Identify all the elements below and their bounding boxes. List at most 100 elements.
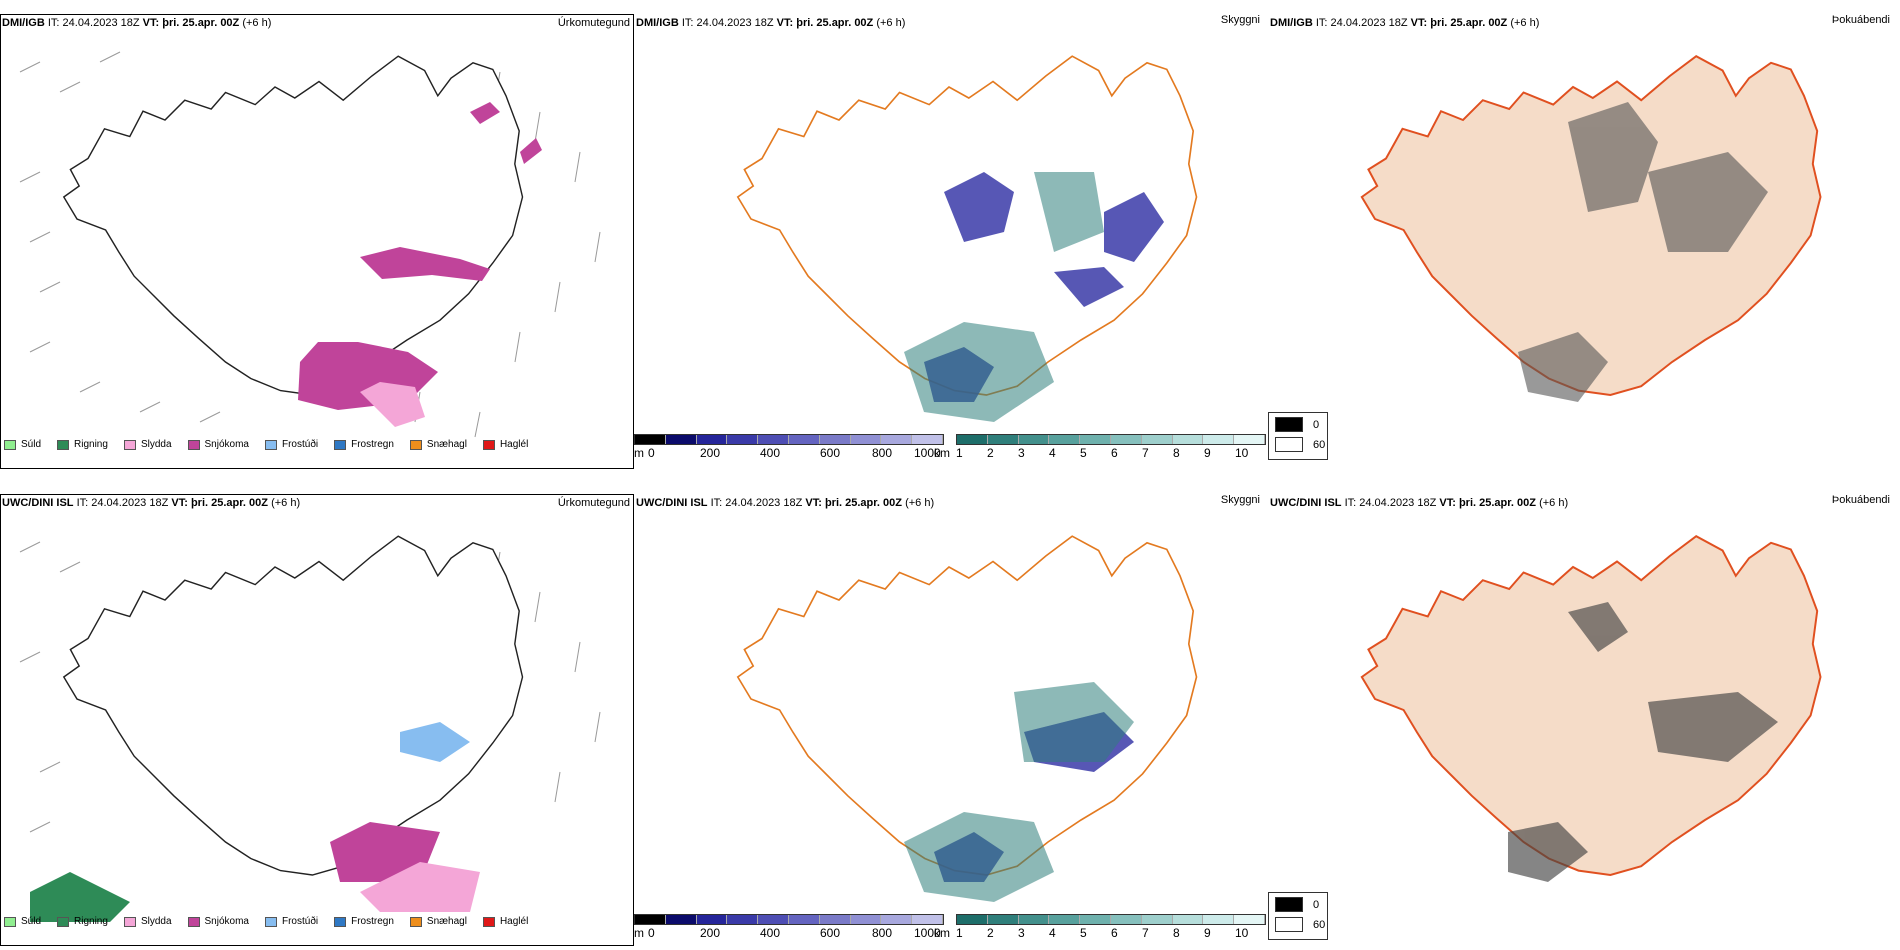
legend-label: Frostregn (351, 916, 394, 927)
legend-item: Frostúði (264, 916, 319, 927)
legend-label: Haglél (499, 916, 529, 927)
panel-precip-dmi: DMI/IGB IT: 24.04.2023 18Z VT: þri. 25.a… (0, 14, 634, 469)
legend-item: Snjókoma (187, 916, 249, 927)
vt-label: VT: (776, 17, 794, 29)
panel-title: Úrkomutegund (557, 497, 630, 509)
visibility-map (736, 55, 1198, 422)
panel-header: DMI/IGB IT: 24.04.2023 18Z VT: þri. 25.a… (2, 14, 634, 32)
forecast-offset: (+6 h) (905, 497, 935, 509)
forecast-offset: (+6 h) (1510, 17, 1540, 29)
fog-shading (1508, 602, 1778, 882)
legend-swatch (187, 916, 200, 927)
legend-label: Súld (21, 439, 42, 450)
legend-item: Súld (4, 439, 41, 450)
it-value: 24.04.2023 18Z (1330, 17, 1408, 29)
model-name: DMI/IGB (636, 17, 679, 29)
panel-header: UWC/DINI ISL IT: 24.04.2023 18Z VT: þri.… (636, 494, 1270, 512)
forecast-offset: (+6 h) (876, 17, 906, 29)
legend-swatch (123, 439, 136, 450)
fog-map (1360, 55, 1822, 402)
legend-item: Rigning (57, 439, 108, 450)
scale-tick: 6 (1111, 446, 1118, 460)
scale-tick: 600 (820, 926, 841, 940)
scale-tick: 1000 (914, 926, 941, 940)
legend-item: Slydda (123, 916, 172, 927)
panel-header: DMI/IGB IT: 24.04.2023 18Z VT: þri. 25.a… (636, 14, 1270, 32)
model-name: DMI/IGB (2, 17, 45, 29)
sleet-area (360, 382, 425, 427)
fog-swatch (1275, 417, 1303, 432)
legend-swatch (409, 916, 422, 927)
legend-label: Snjókoma (204, 439, 249, 450)
legend-item: Frostregn (334, 439, 394, 450)
legend-label: Haglél (499, 439, 529, 450)
panel-frame (0, 494, 634, 946)
vt-label: VT: (1439, 497, 1456, 509)
fog-legend-label: 0 (1313, 418, 1320, 431)
legend-swatch (264, 916, 277, 927)
scale-tick: 4 (1049, 926, 1056, 940)
teal-areas (904, 172, 1104, 422)
legend-label: Frostregn (351, 439, 394, 450)
panel-title: Þokuábendi (1831, 494, 1890, 506)
it-value: 24.04.2023 18Z (1359, 497, 1437, 509)
panel-precip-uwc: UWC/DINI ISL IT: 24.04.2023 18Z VT: þri.… (0, 494, 634, 946)
panel-fog-dmi: DMI/IGB IT: 24.04.2023 18Z VT: þri. 25.a… (1268, 14, 1900, 464)
scale-unit: km (934, 446, 950, 460)
teal-areas (904, 682, 1134, 902)
it-label: IT: (1315, 17, 1328, 29)
panel-title: Skyggni (1220, 494, 1260, 506)
scale-unit: m (634, 926, 644, 940)
freezing-drizzle-area (400, 722, 470, 762)
sleet-area (360, 862, 480, 912)
it-value: 24.04.2023 18Z (62, 17, 140, 29)
visibility-scale-km: km 1 2 3 4 5 6 7 8 9 10 (934, 914, 1266, 946)
fog-legend: 0 60 (1268, 412, 1328, 460)
visibility-scale-m: m 0 200 400 600 800 1000 (634, 914, 944, 946)
scale-tick: 600 (820, 446, 841, 460)
legend-item: Snæhagl (409, 439, 467, 450)
scale-tick: 0 (648, 926, 655, 940)
vt-value: þri. 25.apr. 00Z (1458, 497, 1536, 509)
visibility-scale-m: m 0 200 400 600 800 1000 (634, 434, 944, 466)
fog-swatch (1275, 917, 1303, 932)
legend-swatch (57, 916, 70, 927)
legend-label: Frostúði (281, 916, 319, 927)
fog-legend-label: 0 (1313, 898, 1320, 911)
panel-frame (0, 14, 634, 469)
scale-tick: 3 (1018, 446, 1025, 460)
legend-swatch (334, 439, 347, 450)
it-value: 24.04.2023 18Z (725, 497, 803, 509)
legend-label: Snæhagl (426, 916, 467, 927)
scale-tick: 5 (1080, 446, 1087, 460)
scale-tick: 200 (700, 446, 721, 460)
legend-swatch (57, 439, 70, 450)
legend-swatch (482, 916, 495, 927)
panel-header: UWC/DINI ISL IT: 24.04.2023 18Z VT: þri.… (1270, 494, 1900, 512)
panel-header: DMI/IGB IT: 24.04.2023 18Z VT: þri. 25.a… (1270, 14, 1900, 32)
it-label: IT: (1344, 497, 1357, 509)
model-name: UWC/DINI ISL (636, 497, 708, 509)
model-name: UWC/DINI ISL (2, 497, 74, 509)
legend-item: Haglél (482, 439, 529, 450)
legend-label: Slydda (140, 916, 172, 927)
legend-item: Snjókoma (187, 439, 249, 450)
scale-tick: 10 (1235, 926, 1249, 940)
model-name: UWC/DINI ISL (1270, 497, 1342, 509)
vt-label: VT: (142, 17, 160, 29)
scale-tick: 1 (956, 446, 963, 460)
fog-legend: 0 60 (1268, 892, 1328, 940)
legend-label: Slydda (140, 439, 172, 450)
panel-title: Skyggni (1220, 14, 1260, 26)
legend-label: Snæhagl (426, 439, 467, 450)
precip-map (19, 51, 601, 438)
model-name: DMI/IGB (1270, 17, 1313, 29)
fog-swatch (1275, 437, 1303, 452)
scale-tick: 0 (648, 446, 655, 460)
legend-item: Rigning (57, 916, 108, 927)
legend-item: Súld (4, 916, 41, 927)
legend-swatch (409, 439, 422, 450)
panel-title: Úrkomutegund (557, 17, 630, 29)
scale-tick: 7 (1142, 926, 1149, 940)
vt-value: þri. 25.apr. 00Z (162, 17, 240, 29)
